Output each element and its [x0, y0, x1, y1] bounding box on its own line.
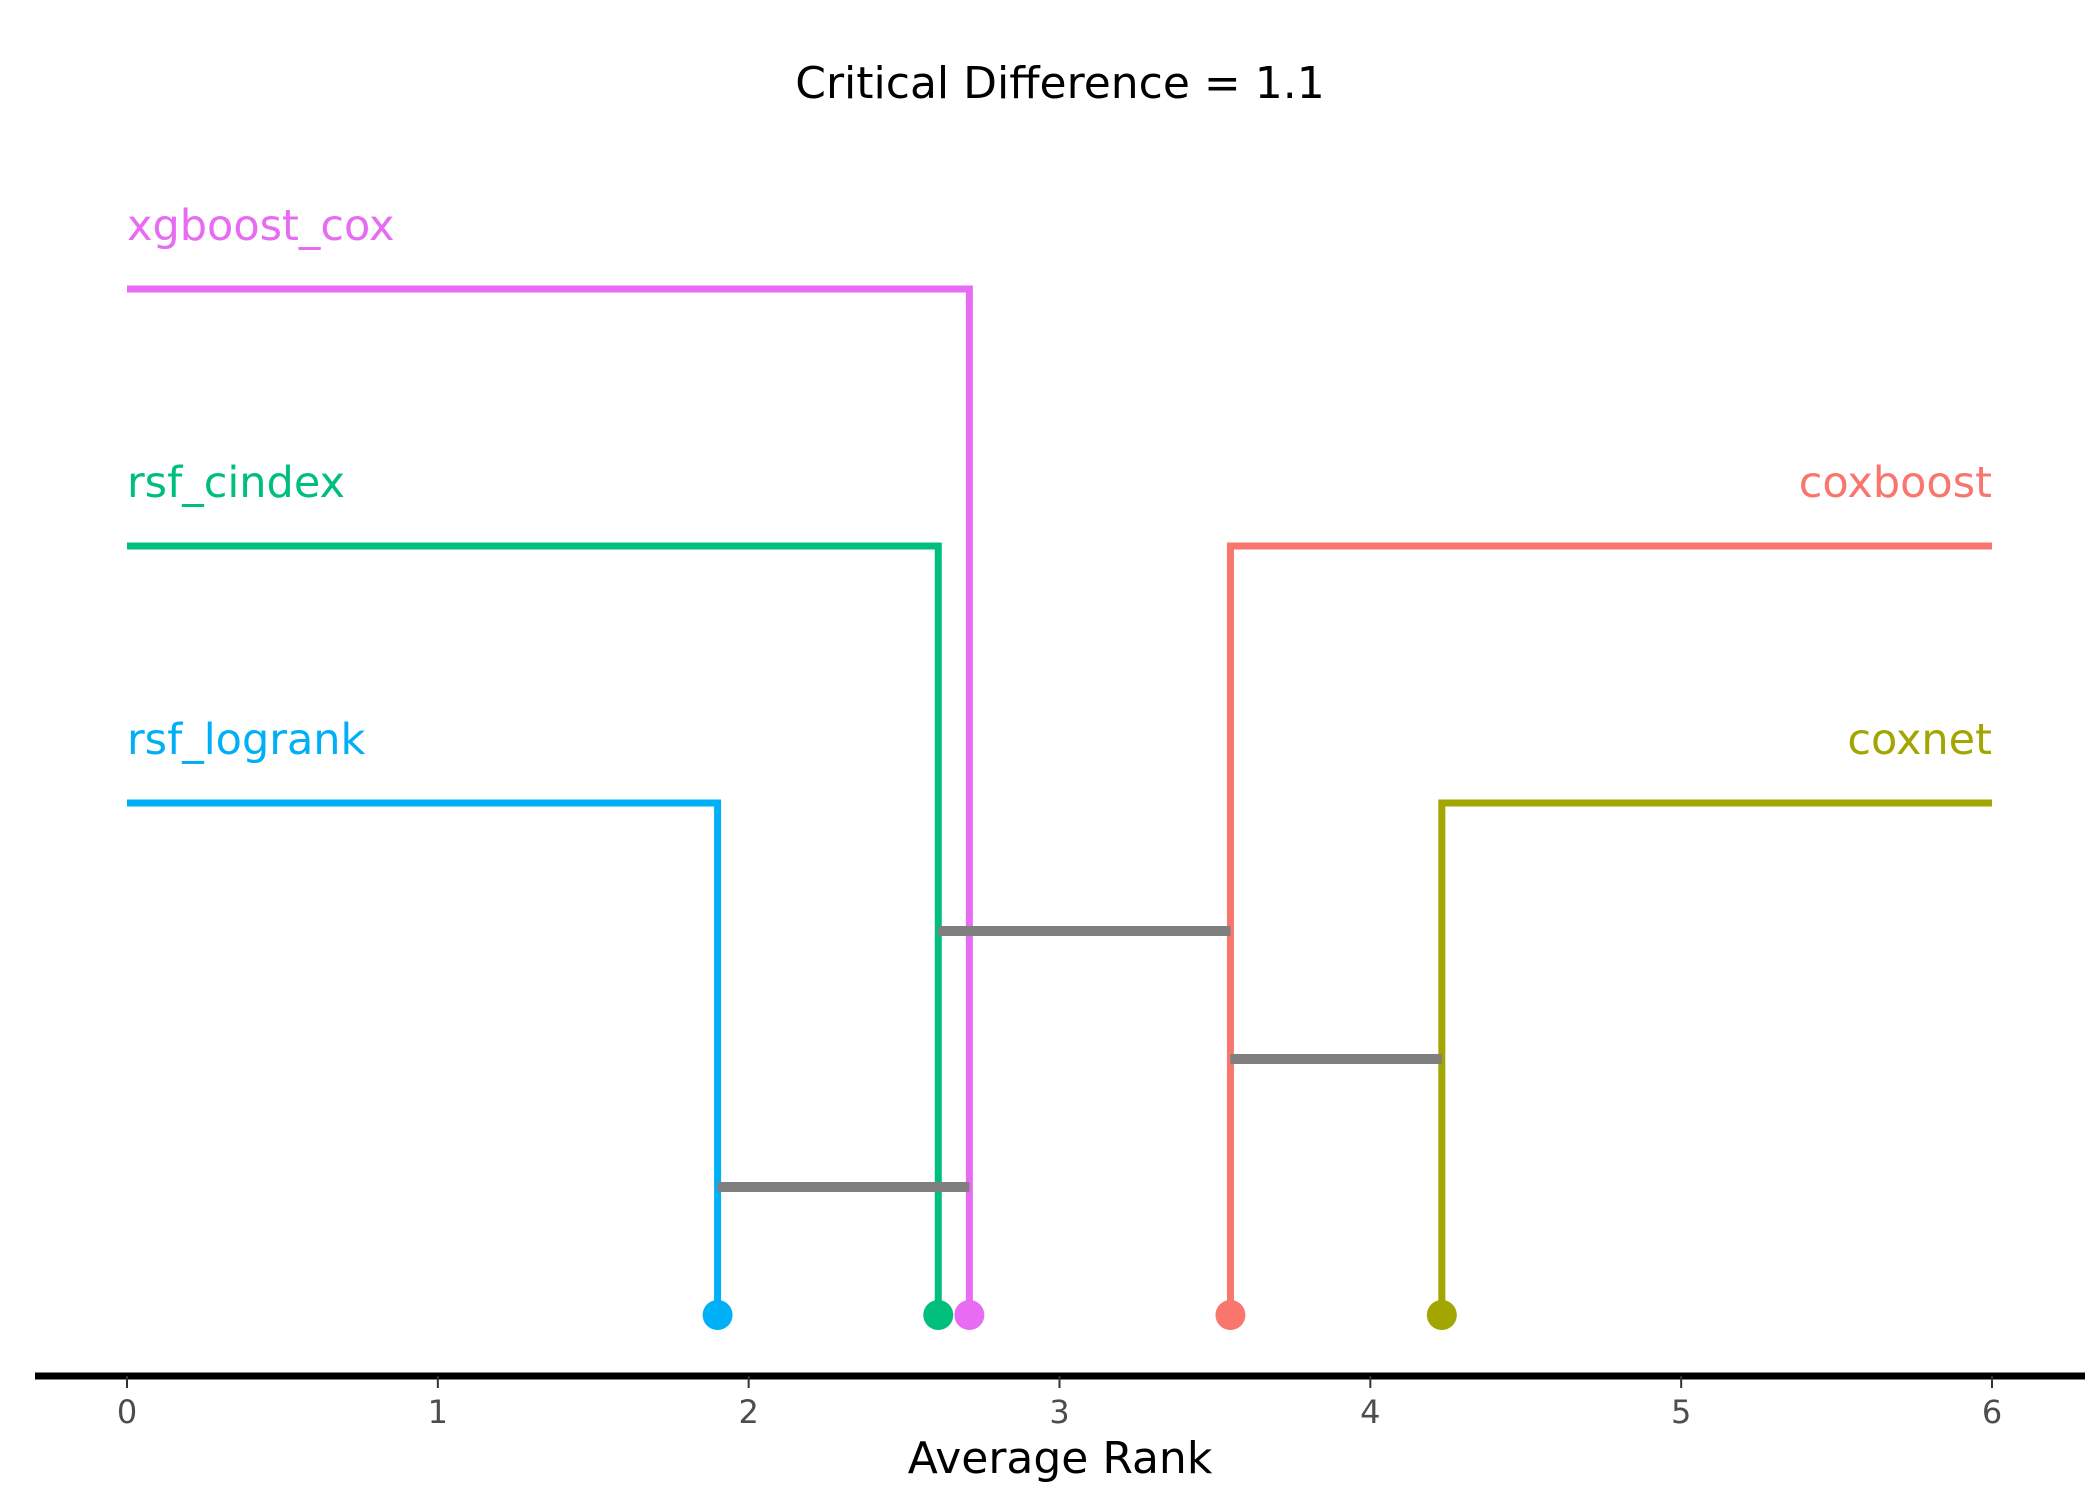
rank-point	[923, 1300, 954, 1330]
method-line	[127, 285, 973, 1315]
x-tick-label: 3	[1049, 1393, 1069, 1431]
method-line	[127, 542, 942, 1315]
rank-point	[702, 1300, 733, 1330]
method-line	[1438, 799, 1992, 1315]
rank-point	[954, 1300, 985, 1330]
method-label: rsf_cindex	[127, 458, 345, 508]
method-xgboost_cox: xgboost_cox	[127, 201, 985, 1330]
method-coxnet: coxnet	[1426, 715, 1992, 1330]
rank-point	[1215, 1300, 1246, 1330]
method-label: coxnet	[1847, 715, 1992, 765]
method-rsf_cindex: rsf_cindex	[127, 458, 954, 1330]
rank-point	[1426, 1300, 1457, 1330]
method-line	[127, 799, 722, 1315]
x-tick-label: 5	[1671, 1393, 1691, 1431]
method-rsf_logrank: rsf_logrank	[127, 715, 733, 1330]
method-label: xgboost_cox	[127, 201, 395, 251]
plot-area: 0 1 2 3 4 5 6 rsf_logrank rsf_cindex xgboost_coxc…	[35, 201, 2085, 1431]
x-tick-label: 1	[428, 1393, 448, 1431]
x-tick-label: 0	[117, 1393, 137, 1431]
method-line	[1226, 542, 1992, 1315]
x-tick-label: 2	[738, 1393, 758, 1431]
x-tick-label: 4	[1360, 1393, 1380, 1431]
x-axis-title: Average Rank	[908, 1433, 1213, 1484]
method-label: coxboost	[1799, 458, 1992, 508]
method-coxboost: coxboost	[1215, 458, 1992, 1330]
chart-title: Critical Difference = 1.1	[795, 58, 1325, 109]
method-label: rsf_logrank	[127, 715, 366, 765]
x-tick-label: 6	[1982, 1393, 2002, 1431]
